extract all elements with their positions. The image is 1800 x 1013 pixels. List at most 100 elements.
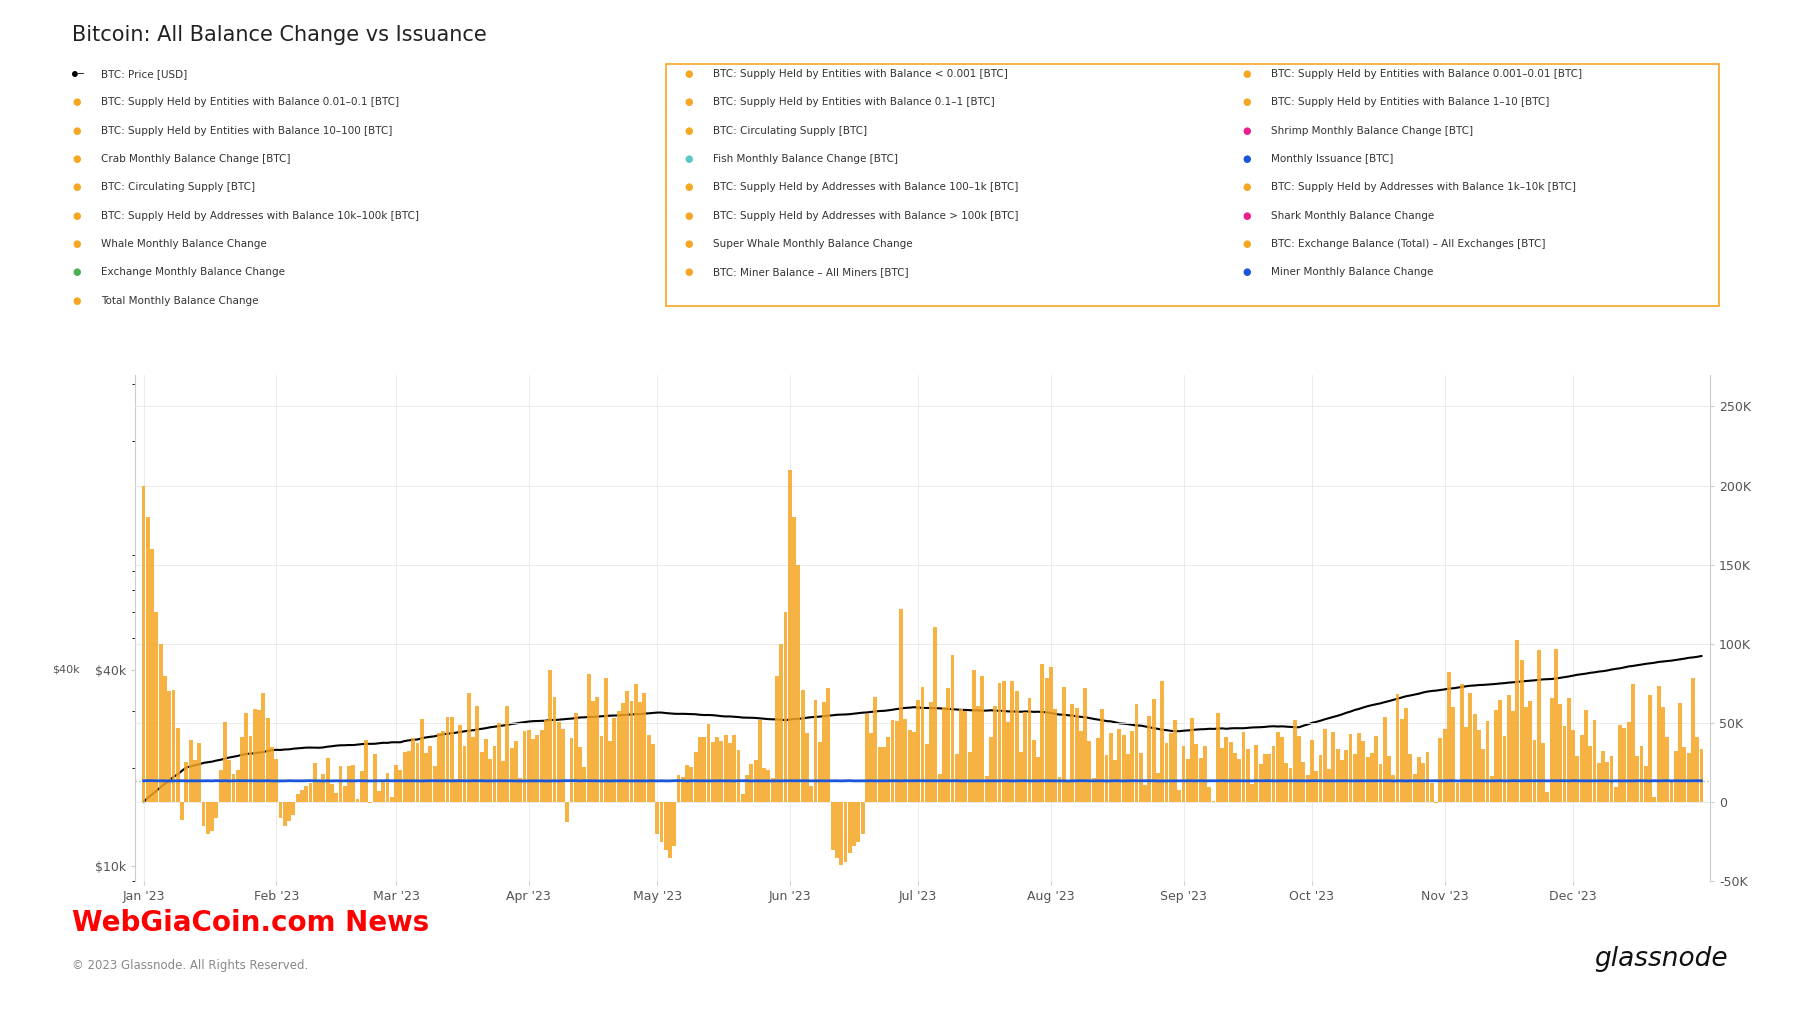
Bar <box>1597 763 1600 802</box>
Bar <box>1391 776 1395 802</box>
Bar <box>180 802 184 820</box>
Bar <box>646 735 650 802</box>
Text: BTC: Exchange Balance (Total) – All Exchanges [BTC]: BTC: Exchange Balance (Total) – All Exch… <box>1271 239 1544 249</box>
Bar <box>702 737 706 802</box>
Bar <box>578 747 581 802</box>
Bar <box>711 742 715 802</box>
Bar <box>527 730 531 802</box>
Bar <box>866 714 869 802</box>
Text: ●: ● <box>1242 69 1251 79</box>
Bar <box>1271 746 1276 802</box>
Bar <box>515 741 518 802</box>
Bar <box>518 778 522 802</box>
Bar <box>1112 760 1118 802</box>
Bar <box>689 767 693 802</box>
Bar <box>1435 802 1438 803</box>
Bar <box>1233 753 1237 802</box>
Bar <box>1093 778 1096 802</box>
Bar <box>848 802 851 853</box>
Bar <box>223 722 227 802</box>
Text: Miner Monthly Balance Change: Miner Monthly Balance Change <box>1271 267 1433 278</box>
Bar <box>985 776 988 802</box>
Bar <box>1699 749 1703 802</box>
Bar <box>1618 724 1622 802</box>
Bar <box>283 802 286 826</box>
Bar <box>500 762 506 802</box>
Text: Exchange Monthly Balance Change: Exchange Monthly Balance Change <box>101 267 284 278</box>
Bar <box>313 763 317 802</box>
Text: ●: ● <box>684 69 693 79</box>
Bar <box>873 697 877 802</box>
Text: ●: ● <box>684 239 693 249</box>
Bar <box>382 781 385 802</box>
Bar <box>1319 755 1323 802</box>
Bar <box>1289 768 1292 802</box>
Text: BTC: Price [USD]: BTC: Price [USD] <box>101 69 187 79</box>
Bar <box>1195 744 1199 802</box>
Bar <box>257 710 261 802</box>
Bar <box>1451 707 1454 802</box>
Bar <box>792 518 796 802</box>
Bar <box>801 690 805 802</box>
Bar <box>398 770 401 802</box>
Text: ●: ● <box>1242 211 1251 221</box>
Bar <box>673 802 677 847</box>
Text: ●: ● <box>72 296 81 306</box>
Bar <box>963 711 967 802</box>
Bar <box>1665 736 1669 802</box>
Bar <box>1519 660 1523 802</box>
Bar <box>1078 730 1084 802</box>
Bar <box>590 701 594 802</box>
Bar <box>625 691 630 802</box>
Bar <box>407 752 410 802</box>
Bar <box>1096 738 1100 802</box>
Bar <box>189 741 193 802</box>
Bar <box>164 676 167 802</box>
Bar <box>565 802 569 822</box>
Bar <box>1087 741 1091 802</box>
Bar <box>1584 710 1588 802</box>
Text: BTC: Supply Held by Entities with Balance 0.1–1 [BTC]: BTC: Supply Held by Entities with Balanc… <box>713 97 995 107</box>
Bar <box>149 549 155 802</box>
Text: ●: ● <box>1242 267 1251 278</box>
Bar <box>1400 719 1404 802</box>
Bar <box>959 709 963 802</box>
Bar <box>698 737 702 802</box>
Bar <box>158 644 162 802</box>
Text: BTC: Supply Held by Addresses with Balance 1k–10k [BTC]: BTC: Supply Held by Addresses with Balan… <box>1271 182 1575 192</box>
Bar <box>463 746 466 802</box>
Bar <box>1255 746 1258 802</box>
Bar <box>839 802 842 865</box>
Bar <box>535 735 540 802</box>
Text: ●: ● <box>684 267 693 278</box>
Bar <box>1498 700 1503 802</box>
Bar <box>1532 739 1537 802</box>
Bar <box>920 687 925 802</box>
Bar <box>900 609 904 802</box>
Text: $40k: $40k <box>52 665 79 675</box>
Bar <box>823 702 826 802</box>
Text: Total Monthly Balance Change: Total Monthly Balance Change <box>101 296 259 306</box>
Bar <box>1339 760 1345 802</box>
Bar <box>664 802 668 850</box>
Bar <box>266 718 270 802</box>
Bar <box>1661 707 1665 802</box>
Bar <box>1485 721 1489 802</box>
Bar <box>1267 754 1271 802</box>
Bar <box>1190 718 1193 802</box>
Bar <box>1071 704 1075 802</box>
Text: ●: ● <box>72 182 81 192</box>
Bar <box>335 793 338 802</box>
Bar <box>630 701 634 802</box>
Bar <box>329 784 333 802</box>
Bar <box>171 690 175 802</box>
Text: ●: ● <box>1242 154 1251 164</box>
Bar <box>481 752 484 802</box>
Bar <box>929 702 932 802</box>
Bar <box>1345 750 1348 802</box>
Bar <box>1516 640 1519 802</box>
Bar <box>612 718 616 802</box>
Text: ●─: ●─ <box>72 69 85 79</box>
Text: BTC: Circulating Supply [BTC]: BTC: Circulating Supply [BTC] <box>713 126 868 136</box>
Bar <box>857 802 860 842</box>
